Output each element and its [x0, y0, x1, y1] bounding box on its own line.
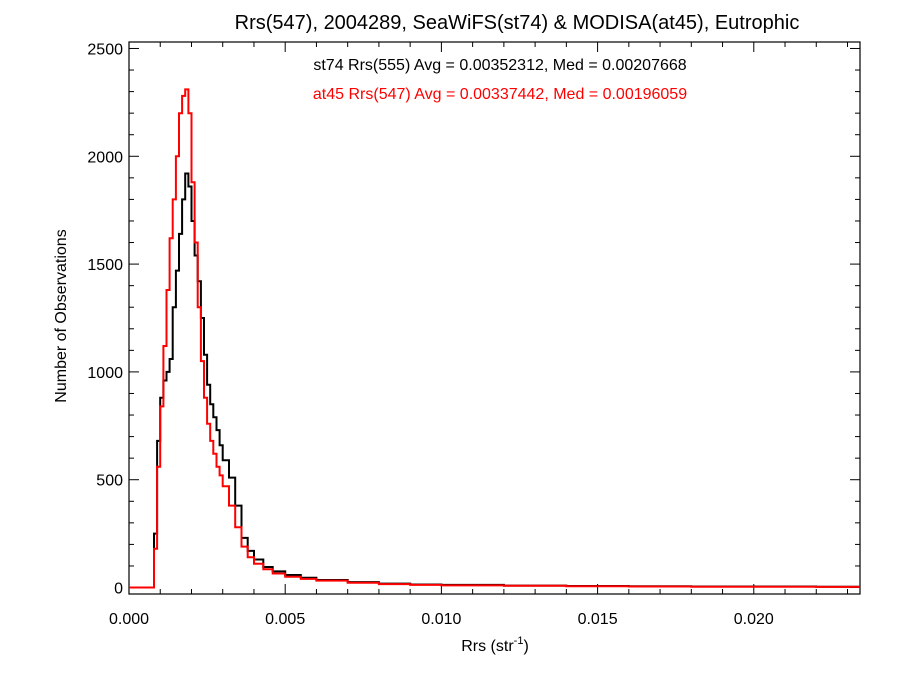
series-group [129, 88, 860, 589]
y-tick-label: 1500 [87, 257, 123, 274]
x-axis-label: Rrs (str-1) [461, 635, 529, 655]
plot-frame [128, 41, 861, 595]
x-tick-label: 0.000 [109, 611, 149, 628]
x-tick-label: 0.015 [578, 611, 618, 628]
plot-area [128, 41, 861, 595]
y-tick-label: 0 [114, 581, 123, 598]
series-line-1 [129, 88, 860, 589]
y-axis-label: Number of Observations [53, 229, 70, 402]
chart-title: Rrs(547), 2004289, SeaWiFS(st74) & MODIS… [235, 12, 800, 34]
y-tick-label: 2500 [87, 41, 123, 58]
y-tick-label: 500 [96, 473, 123, 490]
series-line-0 [129, 172, 860, 589]
x-tick-label: 0.020 [734, 611, 774, 628]
stat-annotation-at45: at45 Rrs(547) Avg = 0.00337442, Med = 0.… [313, 86, 687, 103]
stat-annotation-st74: st74 Rrs(555) Avg = 0.00352312, Med = 0.… [313, 57, 686, 74]
x-tick-label: 0.010 [421, 611, 461, 628]
y-tick-label: 2000 [87, 149, 123, 166]
x-tick-label: 0.005 [265, 611, 305, 628]
x-axis-ticks: 0.000 0.005 0.010 0.015 0.020 [109, 42, 849, 628]
y-tick-label: 1000 [87, 365, 123, 382]
y-axis-ticks: 0 500 1000 1500 2000 2500 [87, 41, 860, 598]
